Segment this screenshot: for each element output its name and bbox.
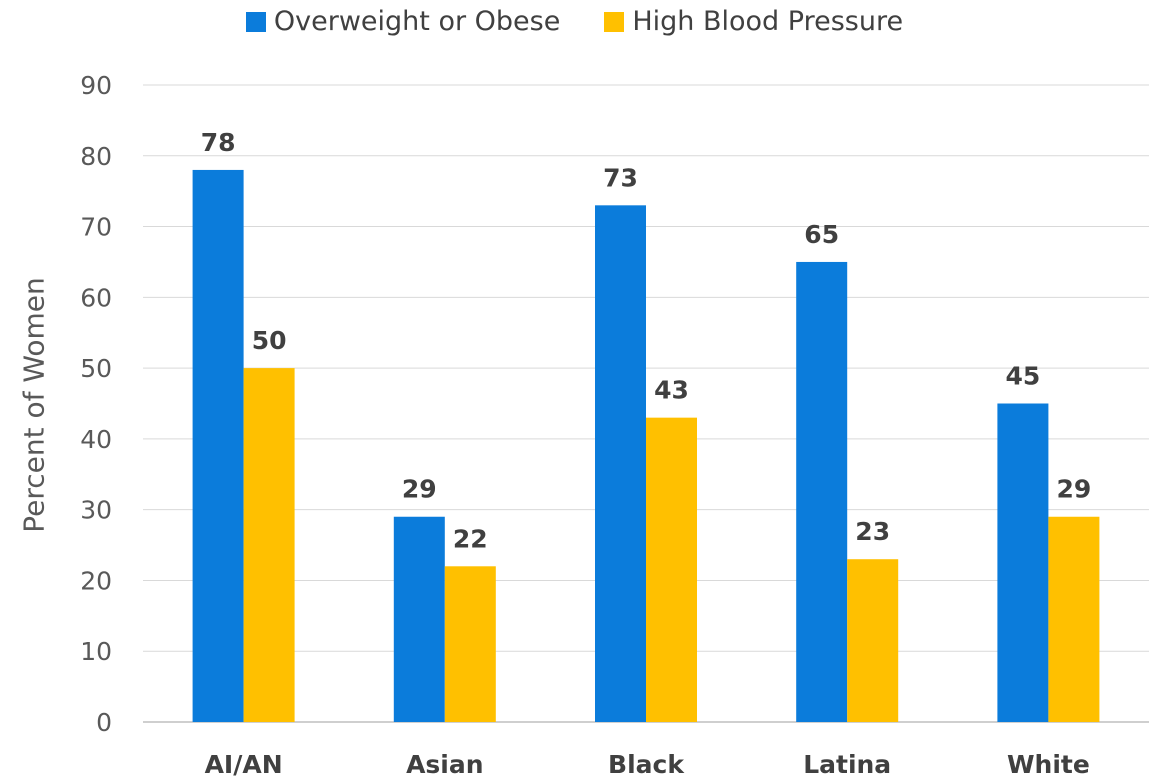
category-label: Black	[608, 750, 685, 777]
data-label: 29	[1057, 475, 1092, 504]
y-tick-label: 20	[80, 566, 112, 595]
y-tick-label: 0	[96, 708, 112, 737]
bar	[646, 417, 697, 722]
y-tick-label: 80	[80, 142, 112, 171]
bar	[393, 516, 445, 722]
bar	[796, 261, 848, 722]
bar	[444, 566, 496, 722]
data-label: 78	[201, 128, 236, 157]
y-tick-label: 30	[80, 496, 112, 525]
data-label: 73	[603, 163, 638, 192]
data-label: 23	[855, 517, 890, 546]
data-label: 65	[804, 220, 839, 249]
y-tick-label: 90	[80, 71, 112, 100]
legend-label-blood-pressure: High Blood Pressure	[632, 6, 904, 37]
legend-item-blood-pressure: High Blood Pressure	[604, 6, 903, 37]
y-tick-label: 70	[80, 213, 112, 242]
bar	[192, 169, 244, 722]
y-tick-label: 50	[80, 354, 112, 383]
legend: Overweight or Obese High Blood Pressure	[0, 6, 1149, 37]
data-label: 43	[654, 376, 689, 405]
category-label: Latina	[803, 750, 891, 777]
data-label: 50	[252, 326, 287, 355]
bar	[243, 368, 295, 722]
legend-label-overweight: Overweight or Obese	[273, 6, 561, 37]
data-label: 29	[402, 475, 437, 504]
category-label: Asian	[406, 750, 483, 777]
y-tick-label: 60	[80, 283, 112, 312]
bar	[847, 559, 899, 722]
legend-swatch-overweight	[245, 11, 266, 32]
y-tick-label: 40	[80, 425, 112, 454]
legend-swatch-blood-pressure	[604, 11, 625, 32]
category-label: AI/AN	[205, 750, 283, 777]
data-label: 22	[453, 524, 488, 553]
bar	[595, 205, 646, 723]
legend-item-overweight: Overweight or Obese	[245, 6, 561, 37]
y-tick-label: 10	[80, 637, 112, 666]
bar	[997, 403, 1049, 722]
bar	[1048, 516, 1100, 722]
data-label: 45	[1006, 362, 1041, 391]
category-label: White	[1007, 750, 1090, 777]
